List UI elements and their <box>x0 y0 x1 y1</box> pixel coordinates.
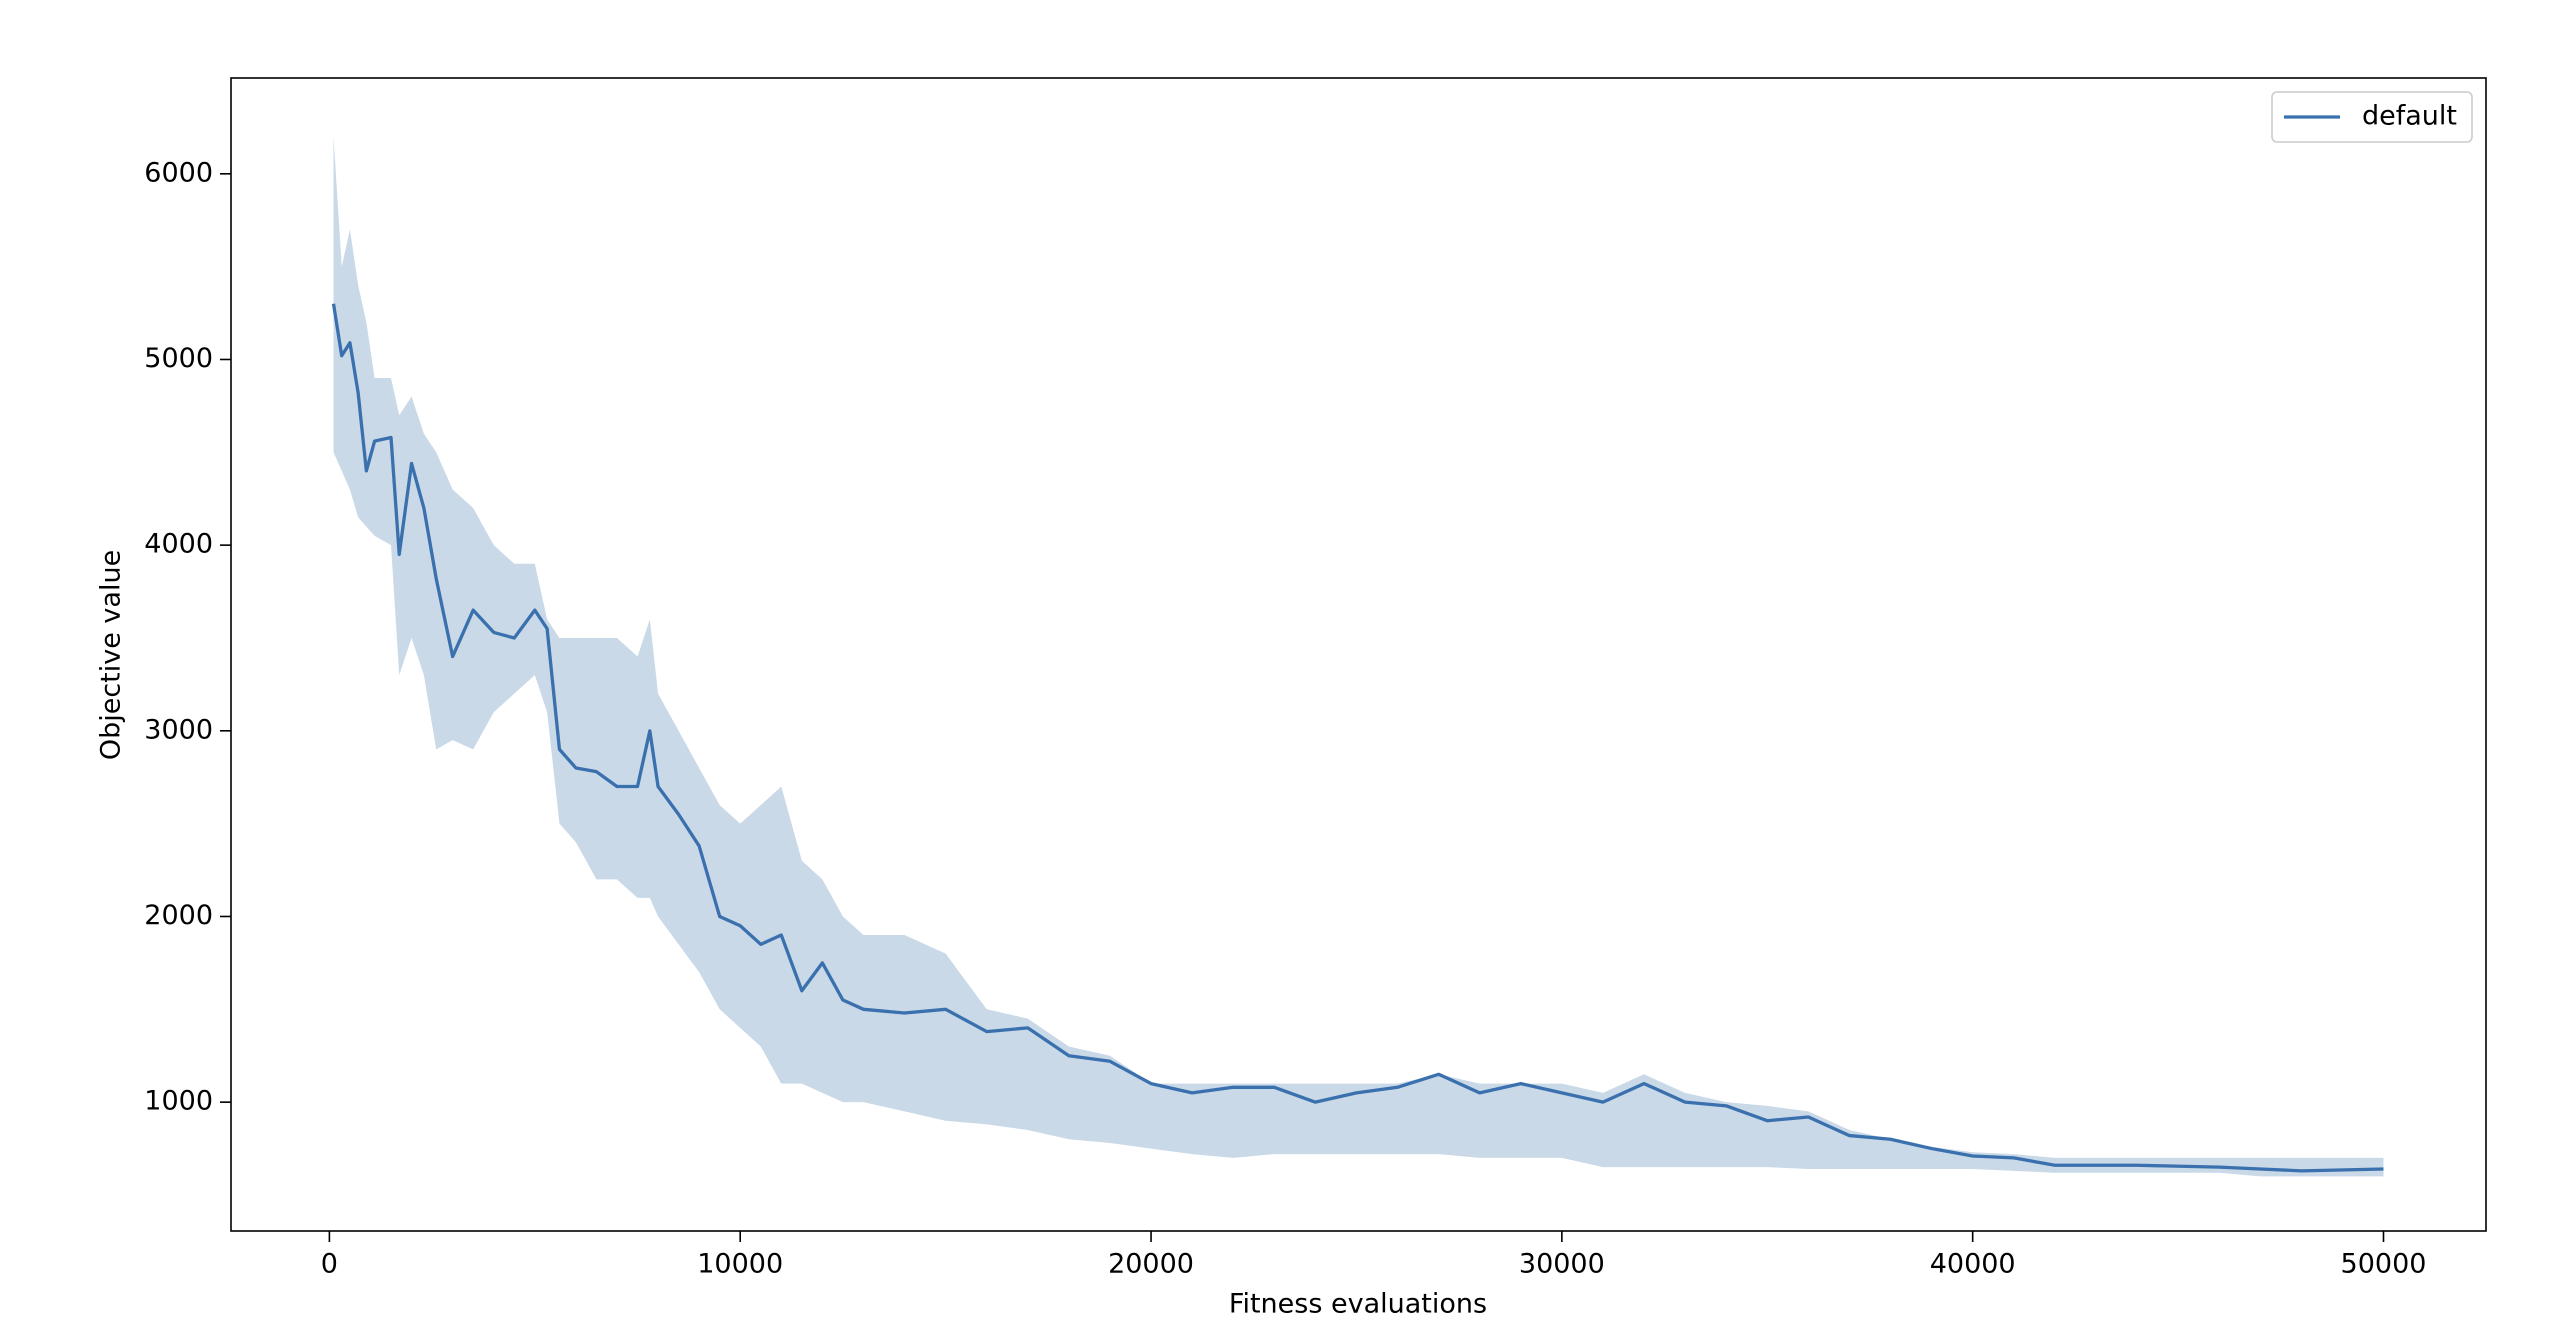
plot-frame <box>230 77 2487 1232</box>
y-axis-label: Objective value <box>96 550 127 760</box>
x-tick-label: 40000 <box>1930 1249 2016 1280</box>
y-tick-label: 4000 <box>144 529 213 560</box>
x-tick-label: 30000 <box>1519 1249 1605 1280</box>
y-tick-label: 3000 <box>144 714 213 745</box>
x-axis-label: Fitness evaluations <box>1229 1289 1487 1320</box>
y-tick-label: 6000 <box>144 157 213 188</box>
x-tick-label: 50000 <box>2341 1249 2427 1280</box>
confidence-band <box>333 136 2384 1177</box>
x-tick-label: 20000 <box>1108 1249 1194 1280</box>
legend-label: default <box>2362 101 2457 132</box>
data-line <box>331 303 2384 1173</box>
y-tick-label: 1000 <box>144 1086 213 1117</box>
y-tick-label: 5000 <box>144 343 213 374</box>
y-tick-label: 2000 <box>144 900 213 931</box>
x-tick-label: 0 <box>321 1249 338 1280</box>
x-tick-label: 10000 <box>697 1249 783 1280</box>
legend-box <box>2271 91 2473 143</box>
